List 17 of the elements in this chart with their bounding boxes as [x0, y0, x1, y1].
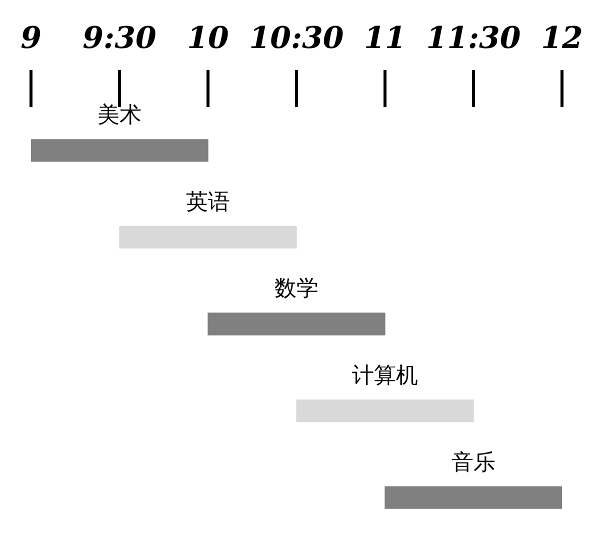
- x-tick-label: 10: [187, 20, 229, 56]
- y-tick-label: 计算机: [352, 364, 418, 389]
- bar: [208, 312, 386, 336]
- bar: [31, 139, 208, 162]
- bar: [296, 399, 474, 422]
- x-tick-label: 9: [20, 20, 42, 56]
- y-tick-label: 音乐: [452, 450, 496, 476]
- x-tick-label: 9:30: [82, 20, 156, 56]
- bar: [119, 226, 297, 249]
- y-tick-label: 英语: [186, 190, 230, 215]
- y-tick-label: 美术: [98, 103, 142, 128]
- x-tick-label: 11: [364, 20, 406, 56]
- x-tick-label: 11:30: [426, 20, 521, 56]
- x-tick-label: 10:30: [249, 20, 344, 56]
- x-tick-label: 12: [541, 20, 583, 56]
- bar: [384, 486, 562, 509]
- y-tick-label: 数学: [274, 276, 318, 302]
